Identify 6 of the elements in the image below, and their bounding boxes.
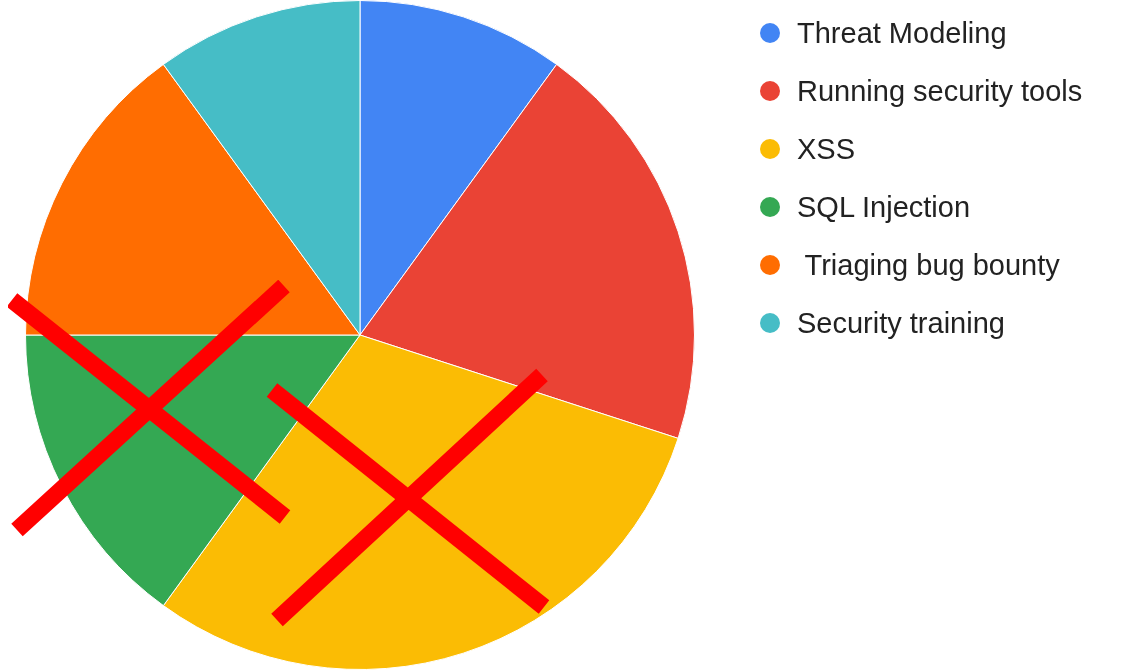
legend-label: Running security tools xyxy=(797,74,1083,108)
legend-label: Triaging bug bounty xyxy=(803,248,1060,282)
legend-label: Threat Modeling xyxy=(797,16,1007,50)
legend-label: SQL Injection xyxy=(797,190,971,224)
legend-label: XSS xyxy=(797,132,856,166)
legend-label: Security training xyxy=(797,306,1005,340)
